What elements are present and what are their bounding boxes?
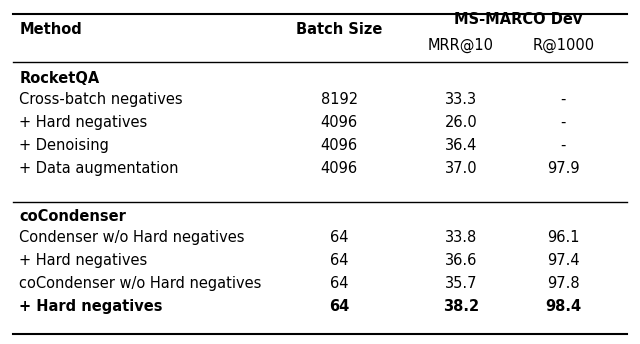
Text: MS-MARCO Dev: MS-MARCO Dev [454,12,582,27]
Text: 36.4: 36.4 [445,138,477,153]
Text: 64: 64 [330,253,348,268]
Text: + Hard negatives: + Hard negatives [19,299,163,314]
Text: -: - [561,138,566,153]
Text: 8192: 8192 [321,92,358,107]
Text: Condenser w/o Hard negatives: Condenser w/o Hard negatives [19,230,244,246]
Text: -: - [561,92,566,107]
Text: 64: 64 [330,276,348,291]
Text: coCondenser w/o Hard negatives: coCondenser w/o Hard negatives [19,276,262,291]
Text: + Hard negatives: + Hard negatives [19,253,147,268]
Text: 36.6: 36.6 [445,253,477,268]
Text: 38.2: 38.2 [443,299,479,314]
Text: 33.3: 33.3 [445,92,477,107]
Text: Cross-batch negatives: Cross-batch negatives [19,92,183,107]
Text: 4096: 4096 [321,115,358,130]
Text: 35.7: 35.7 [445,276,477,291]
Text: 33.8: 33.8 [445,230,477,246]
Text: 37.0: 37.0 [445,161,477,175]
Text: -: - [561,115,566,130]
Text: coCondenser: coCondenser [19,209,126,224]
Text: RocketQA: RocketQA [19,71,99,86]
Text: 96.1: 96.1 [547,230,579,246]
Text: Batch Size: Batch Size [296,22,382,37]
Text: 97.9: 97.9 [547,161,579,175]
Text: R@1000: R@1000 [532,37,595,53]
Text: 97.4: 97.4 [547,253,579,268]
Text: + Data augmentation: + Data augmentation [19,161,179,175]
Text: + Denoising: + Denoising [19,138,109,153]
Text: Method: Method [19,22,82,37]
Text: MRR@10: MRR@10 [428,37,494,53]
Text: 64: 64 [329,299,349,314]
Text: + Hard negatives: + Hard negatives [19,115,147,130]
Text: 4096: 4096 [321,138,358,153]
Text: 4096: 4096 [321,161,358,175]
Text: 26.0: 26.0 [444,115,477,130]
Text: 97.8: 97.8 [547,276,579,291]
Text: 64: 64 [330,230,348,246]
Text: 98.4: 98.4 [545,299,581,314]
